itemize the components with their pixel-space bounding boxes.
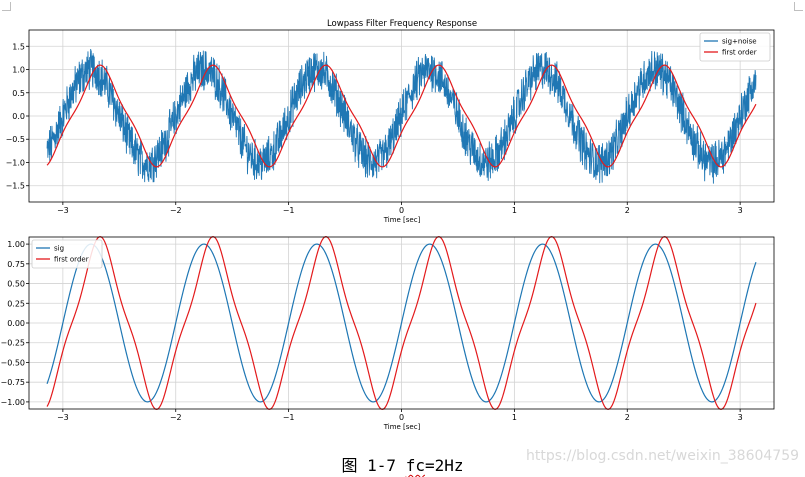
y-tick-label: 0.25 bbox=[7, 299, 25, 308]
legend-label: sig+noise bbox=[722, 38, 757, 46]
x-tick-label: −1 bbox=[283, 413, 295, 422]
y-tick-label: 0.0 bbox=[12, 112, 25, 121]
legend-label: first order bbox=[722, 49, 757, 57]
chart-bottom: −3 −2 −1 0 1 2 3 −1.00 −0.75 −0.50 −0.25 0.00 0.25 0.… bbox=[0, 236, 775, 431]
y-tick-label: −1.00 bbox=[0, 398, 25, 407]
chart-bottom-xlabel: Time [sec] bbox=[383, 423, 421, 431]
legend-box bbox=[31, 239, 103, 269]
chart-top: Lowpass Filter Frequency Response −3 −2 −1… bbox=[6, 19, 775, 224]
x-tick-label: −3 bbox=[57, 206, 69, 215]
x-tick-label: −1 bbox=[283, 206, 295, 215]
figure-caption: 图 1-7 fc=2Hz bbox=[0, 452, 805, 476]
page-corner-mark-left bbox=[2, 2, 11, 11]
chart-top-title: Lowpass Filter Frequency Response bbox=[327, 19, 477, 29]
page-corner-mark-right bbox=[794, 2, 803, 11]
x-tick-label: 1 bbox=[512, 413, 517, 422]
legend-label: sig bbox=[54, 245, 64, 253]
chart-bottom-ticks: −3 −2 −1 0 1 2 3 −1.00 −0.75 −0.50 −0.25 0.00 0.25 0.… bbox=[0, 240, 742, 422]
y-tick-label: −1.5 bbox=[6, 182, 25, 191]
chart-top-ticks: −3 −2 −1 0 1 2 3 −1.5 −1.0 −0.5 0.0 0.5 1.0 1.5 bbox=[6, 42, 743, 215]
y-tick-label: 0.00 bbox=[7, 319, 25, 328]
chart-bottom-legend: sig first order bbox=[31, 239, 103, 269]
y-tick-label: 1.00 bbox=[7, 240, 25, 249]
x-tick-label: 2 bbox=[625, 206, 630, 215]
chart-bottom-series bbox=[46, 236, 757, 410]
x-tick-label: 0 bbox=[399, 413, 404, 422]
watermark-text: https://blog.csdn.net/weixin_38604759 bbox=[526, 448, 800, 464]
figure-caption-prefix: 图 1-7 bbox=[341, 456, 406, 475]
series-line-sig bbox=[46, 243, 757, 403]
x-tick-label: −2 bbox=[170, 413, 182, 422]
chart-top-grid bbox=[29, 30, 774, 202]
y-tick-label: 1.0 bbox=[12, 66, 25, 75]
charts-figure: Lowpass Filter Frequency Response −3 −2 −1… bbox=[0, 19, 775, 431]
y-tick-label: −0.25 bbox=[0, 339, 25, 348]
y-tick-label: 0.75 bbox=[7, 260, 25, 269]
x-tick-label: 3 bbox=[738, 413, 743, 422]
y-tick-label: 1.5 bbox=[12, 42, 25, 51]
y-tick-label: −0.50 bbox=[0, 358, 25, 367]
legend-box bbox=[699, 32, 771, 62]
figure-caption-fc: fc bbox=[405, 456, 425, 475]
x-tick-label: 2 bbox=[625, 413, 630, 422]
x-tick-label: 1 bbox=[512, 206, 517, 215]
y-tick-label: −1.0 bbox=[6, 158, 25, 167]
chart-top-xlabel: Time [sec] bbox=[383, 216, 421, 224]
y-tick-label: −0.75 bbox=[0, 378, 25, 387]
x-tick-label: −2 bbox=[170, 206, 182, 215]
series-line-sig-noise bbox=[46, 49, 757, 184]
x-tick-label: 3 bbox=[738, 206, 743, 215]
legend-label: first order bbox=[54, 256, 89, 264]
y-tick-label: 0.5 bbox=[12, 89, 25, 98]
series-line-first-order bbox=[46, 64, 757, 168]
chart-top-series bbox=[46, 49, 757, 184]
chart-top-legend: sig+noise first order bbox=[699, 32, 771, 62]
x-tick-label: −3 bbox=[57, 413, 69, 422]
figure-caption-suffix: =2Hz bbox=[424, 456, 464, 475]
y-tick-label: −0.5 bbox=[6, 135, 25, 144]
x-tick-label: 0 bbox=[399, 206, 404, 215]
series-line-first-order bbox=[46, 236, 757, 410]
y-tick-label: 0.50 bbox=[7, 280, 25, 289]
